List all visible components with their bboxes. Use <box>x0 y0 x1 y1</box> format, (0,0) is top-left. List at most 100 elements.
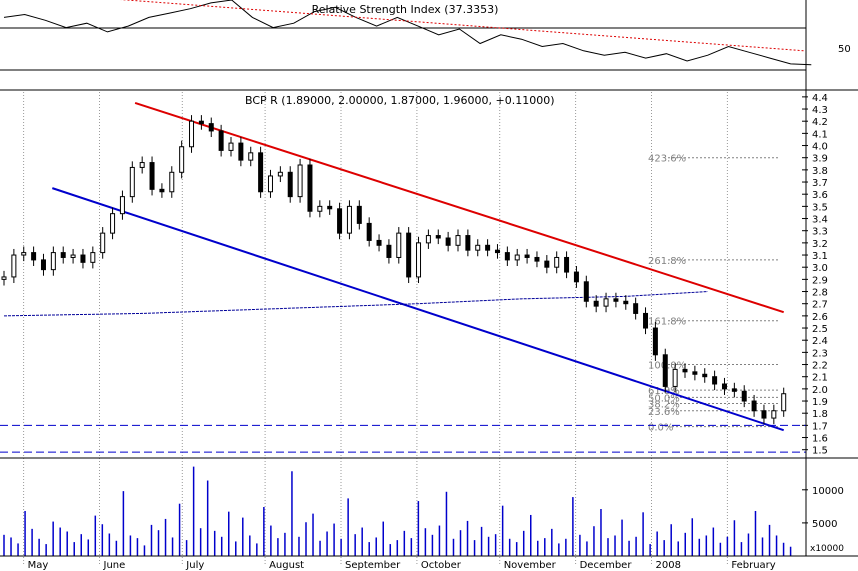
price-tick-label: 3.1 <box>812 251 828 262</box>
candle-body <box>494 249 500 254</box>
candle-body <box>179 146 185 173</box>
candle-body <box>100 232 106 254</box>
fib-level-label: 38.2% <box>648 399 680 410</box>
x-tick-label: February <box>731 560 775 571</box>
x-axis-labels: May June July August September October Novembe… <box>28 560 776 571</box>
price-axis: 1.51.61.71.81.92.02.12.22.32.42.52.62.72… <box>802 93 828 457</box>
price-tick-label: 3.4 <box>812 215 828 226</box>
candle-body <box>50 252 56 271</box>
volume-axis: 5000 10000 <box>802 486 844 530</box>
moving-average-line <box>3 291 708 317</box>
rsi-axis-label: 50 <box>838 44 851 55</box>
month-grid <box>23 92 728 566</box>
price-tick-label: 2.5 <box>812 324 828 335</box>
candle-body <box>208 123 214 132</box>
candle-body <box>603 298 609 307</box>
candle-body <box>435 235 441 239</box>
candle-body <box>218 130 224 151</box>
candle-body <box>554 256 560 268</box>
candle-body <box>406 232 412 278</box>
candle-body <box>524 254 530 258</box>
candlesticks <box>1 115 787 425</box>
price-tick-label: 1.6 <box>812 434 828 445</box>
candle-body <box>751 400 757 412</box>
candle-body <box>386 244 392 258</box>
candle-body <box>613 298 619 302</box>
candle-body <box>169 171 175 193</box>
price-tick-label: 3.8 <box>812 166 828 177</box>
x-tick-label: May <box>28 560 49 571</box>
x-tick-label: September <box>345 560 401 571</box>
candle-body <box>327 205 333 210</box>
candle-body <box>307 164 313 212</box>
candle-body <box>317 205 323 212</box>
candle-body <box>90 252 96 263</box>
fib-level-label: 423.6% <box>648 154 686 165</box>
price-tick-label: 3.0 <box>812 263 828 274</box>
candle-body <box>21 252 27 256</box>
candle-body <box>337 208 343 234</box>
candle-body <box>80 254 86 263</box>
price-tick-label: 4.1 <box>812 129 828 140</box>
candle-body <box>376 239 382 246</box>
price-tick-label: 4.4 <box>812 93 828 104</box>
fib-level-label: 23.6% <box>648 407 680 418</box>
volume-tick-label: 5000 <box>812 519 837 530</box>
price-tick-label: 2.6 <box>812 312 828 323</box>
candle-body <box>110 213 116 234</box>
candle-body <box>455 235 461 246</box>
x-tick-label: June <box>103 560 126 571</box>
rsi-reference-lines <box>0 27 806 71</box>
fib-level-label: 261.8% <box>648 256 686 267</box>
candle-body <box>119 196 125 215</box>
x-tick-label: August <box>269 560 304 571</box>
price-tick-label: 1.7 <box>812 421 828 432</box>
price-tick-label: 4.2 <box>812 117 828 128</box>
candle-body <box>662 354 668 387</box>
price-tick-label: 2.1 <box>812 373 828 384</box>
volume-multiplier: x10000 <box>810 544 844 554</box>
candle-body <box>771 410 777 419</box>
price-tick-label: 2.0 <box>812 385 828 396</box>
candle-body <box>702 373 708 378</box>
x-tick-label: 2008 <box>656 560 681 571</box>
candle-body <box>504 252 510 261</box>
price-tick-label: 1.8 <box>812 409 828 420</box>
price-tick-label: 2.7 <box>812 300 828 311</box>
candle-body <box>544 260 550 268</box>
fib-level-label: 50.0% <box>648 393 680 404</box>
candle-body <box>721 383 727 390</box>
candle-body <box>228 142 234 151</box>
candle-body <box>741 390 747 402</box>
rsi-title: Relative Strength Index (37.3353) <box>312 3 499 16</box>
candle-body <box>731 388 737 392</box>
candle-body <box>238 142 244 161</box>
price-tick-label: 1.5 <box>812 446 828 457</box>
price-tick-label: 4.3 <box>812 105 828 116</box>
candle-body <box>682 368 688 373</box>
price-tick-label: 4.0 <box>812 142 828 153</box>
candle-body <box>139 162 145 168</box>
candle-body <box>781 393 787 412</box>
candle-body <box>425 235 431 244</box>
x-tick-label: July <box>185 560 204 571</box>
candle-body <box>475 244 481 251</box>
candle-body <box>129 166 135 198</box>
price-tick-label: 1.9 <box>812 397 828 408</box>
candle-body <box>573 271 579 283</box>
candle-body <box>297 164 303 198</box>
candle-body <box>465 235 471 251</box>
candle-body <box>198 120 204 125</box>
rsi-line <box>3 0 812 66</box>
candle-body <box>346 205 352 234</box>
candle-body <box>248 152 254 161</box>
candle-body <box>652 327 658 356</box>
candle-body <box>623 300 629 305</box>
candle-body <box>593 300 599 307</box>
volume-bars <box>3 466 792 556</box>
candle-body <box>761 410 767 419</box>
candle-body <box>277 171 283 177</box>
candle-body <box>1 276 7 280</box>
price-tick-label: 2.9 <box>812 275 828 286</box>
